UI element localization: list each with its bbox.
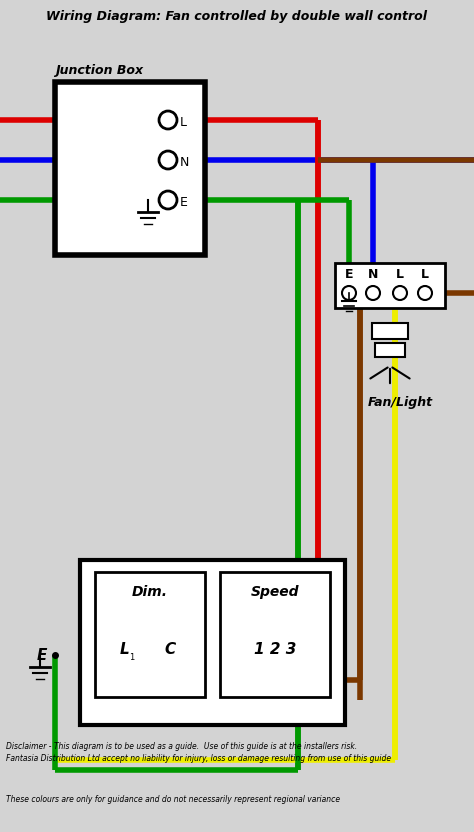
Text: These colours are only for guidance and do not necessarily represent regional va: These colours are only for guidance and … <box>6 795 340 804</box>
Text: Fantasia Distribution Ltd accept no liability for injury, loss or damage resulti: Fantasia Distribution Ltd accept no liab… <box>6 754 391 763</box>
Text: E: E <box>345 269 353 281</box>
Text: L: L <box>421 269 429 281</box>
Text: 1 2 3: 1 2 3 <box>254 642 296 657</box>
Text: L: L <box>120 642 130 657</box>
Text: Junction Box: Junction Box <box>55 64 143 77</box>
Text: Wiring Diagram: Fan controlled by double wall control: Wiring Diagram: Fan controlled by double… <box>46 10 428 23</box>
Bar <box>335 263 445 308</box>
Bar <box>80 560 345 725</box>
Text: Speed: Speed <box>251 585 299 599</box>
Bar <box>55 82 205 255</box>
Bar <box>372 323 408 339</box>
Text: 1: 1 <box>129 652 135 661</box>
Text: L: L <box>396 269 404 281</box>
Bar <box>220 572 330 697</box>
Circle shape <box>393 286 407 300</box>
Circle shape <box>366 286 380 300</box>
Bar <box>95 572 205 697</box>
Text: E: E <box>36 647 47 662</box>
Text: N: N <box>368 269 378 281</box>
Text: L: L <box>180 116 187 130</box>
Text: Disclaimer - This diagram is to be used as a guide.  Use of this guide is at the: Disclaimer - This diagram is to be used … <box>6 742 357 751</box>
Bar <box>375 343 405 357</box>
Text: Fan/Light: Fan/Light <box>367 396 433 409</box>
Circle shape <box>418 286 432 300</box>
Text: N: N <box>180 156 190 170</box>
Text: E: E <box>180 196 188 210</box>
Circle shape <box>159 111 177 129</box>
Circle shape <box>159 151 177 169</box>
Text: C: C <box>164 642 176 657</box>
Circle shape <box>342 286 356 300</box>
Circle shape <box>159 191 177 209</box>
Text: Dim.: Dim. <box>132 585 168 599</box>
